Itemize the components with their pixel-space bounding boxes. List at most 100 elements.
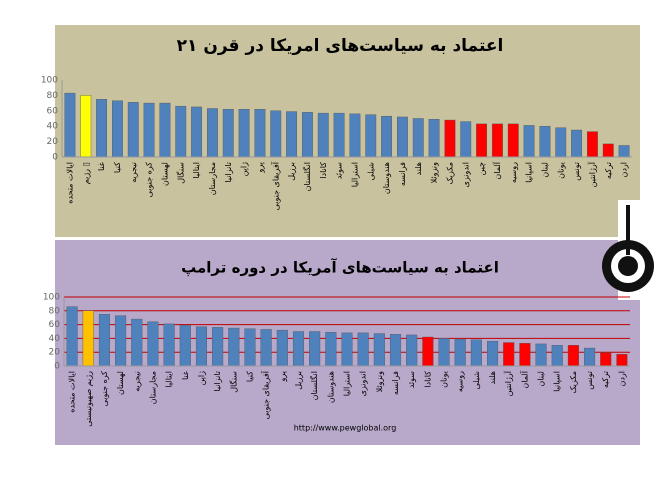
bar — [454, 338, 466, 367]
bar — [584, 347, 596, 367]
bar — [555, 127, 567, 158]
x-tick-label: شیلی — [472, 371, 481, 390]
bar — [228, 327, 240, 367]
x-tick-label: استرالیا — [350, 162, 359, 187]
bar — [309, 331, 321, 367]
x-tick-label: پرو — [255, 162, 264, 174]
x-tick-label: شیلی — [366, 162, 375, 181]
x-tick-label: سوئد — [407, 371, 416, 389]
bar — [551, 345, 563, 367]
x-tick-label: چین — [477, 162, 486, 176]
bar — [567, 345, 579, 367]
x-tick-label: مکزیک — [569, 371, 578, 394]
x-tick-label: آلمان — [492, 161, 502, 179]
bar — [571, 129, 583, 158]
x-tick-label: انگلستان — [302, 162, 312, 191]
x-tick-label: برزیل — [287, 162, 296, 181]
bar — [244, 328, 256, 367]
x-tick-label: آرژانتین — [587, 161, 597, 187]
x-tick-label: نیجریه — [129, 162, 138, 183]
bar — [115, 315, 127, 367]
y-tick-label: 40 — [47, 122, 59, 132]
x-tick-label: یونان — [440, 371, 449, 388]
y-tick-label: 100 — [43, 293, 60, 303]
bar — [111, 100, 123, 158]
x-tick-label: فرانسه — [398, 162, 407, 186]
x-tick-label: آفریقای جنوبی — [261, 370, 271, 419]
bar — [503, 342, 515, 367]
x-tick-label: پرو — [278, 371, 287, 383]
bar — [98, 314, 110, 367]
bar — [616, 354, 628, 367]
bar — [389, 334, 402, 367]
panel — [55, 25, 640, 237]
bar — [396, 116, 408, 158]
bar — [195, 326, 207, 367]
x-tick-label: ایالات متحده — [65, 162, 74, 204]
bar — [365, 114, 377, 158]
x-tick-label: آرژانتین — [503, 370, 513, 396]
chart-title: اعتماد به سیاست‌های آمریکا در دوره ترامپ — [181, 259, 499, 277]
x-tick-label: لهستان — [160, 162, 169, 186]
bar — [147, 321, 159, 367]
x-tick-label: ونزوئلا — [375, 371, 384, 393]
y-tick-label: 40 — [49, 334, 61, 344]
x-tick-label: رژیم ▯ — [81, 162, 90, 184]
bar — [333, 112, 345, 158]
bar — [127, 102, 139, 158]
bar — [491, 123, 503, 158]
x-tick-label: کره جنوبی — [145, 162, 154, 198]
bar — [325, 331, 337, 367]
bar — [317, 112, 329, 158]
x-tick-label: لبنان — [540, 162, 549, 178]
bar — [373, 333, 385, 367]
y-tick-label: 60 — [49, 320, 61, 330]
x-tick-label: انگلستان — [309, 371, 319, 400]
x-tick-label: روسیه — [509, 162, 518, 183]
y-tick-label: 60 — [47, 106, 59, 116]
bar — [600, 352, 612, 367]
x-tick-label: برزیل — [294, 371, 303, 390]
x-tick-label: ترکیه — [604, 162, 613, 179]
x-tick-label: اندونزی — [359, 371, 368, 396]
bar — [131, 318, 143, 367]
bar — [179, 325, 191, 367]
y-tick-label: 20 — [49, 348, 61, 358]
x-tick-label: اسپانیا — [525, 162, 534, 183]
bar — [286, 111, 298, 158]
x-tick-label: اسپانیا — [553, 371, 562, 392]
x-tick-label: کانادا — [423, 371, 432, 388]
bar — [349, 113, 361, 158]
bar — [539, 125, 551, 158]
x-tick-label: تونس — [585, 371, 594, 390]
bar — [438, 338, 450, 367]
bar — [64, 92, 76, 158]
x-tick-label: رژیم صهیونیستی — [84, 371, 93, 427]
x-tick-label: استرالیا — [343, 371, 352, 396]
x-tick-label: مجارستان — [148, 371, 157, 404]
bar — [422, 336, 434, 367]
x-tick-label: ایتالیا — [165, 371, 174, 388]
x-tick-label: غنا — [97, 162, 106, 171]
chart-title: اعتماد به سیاست‌های امریکا در قرن ۲۱ — [177, 36, 504, 56]
source: http://www.pewglobal.org — [294, 424, 397, 433]
bar — [381, 115, 393, 158]
bar — [507, 123, 519, 158]
bar — [96, 99, 108, 158]
bar — [270, 110, 282, 158]
x-tick-label: تونس — [572, 162, 581, 181]
bar — [143, 102, 155, 158]
logo — [602, 200, 654, 300]
y-tick-label: 100 — [41, 76, 58, 86]
x-tick-label: کنیا — [113, 162, 122, 173]
bar — [460, 121, 472, 158]
bar — [260, 329, 272, 367]
y-tick-label: 80 — [49, 306, 61, 316]
x-tick-label: نیجریه — [132, 371, 141, 392]
bar — [212, 327, 224, 367]
bar — [618, 145, 630, 158]
x-tick-label: ترکیه — [601, 371, 610, 388]
x-tick-label: اردن — [620, 162, 629, 178]
bar — [519, 343, 531, 367]
x-tick-label: ایتالیا — [192, 162, 201, 179]
